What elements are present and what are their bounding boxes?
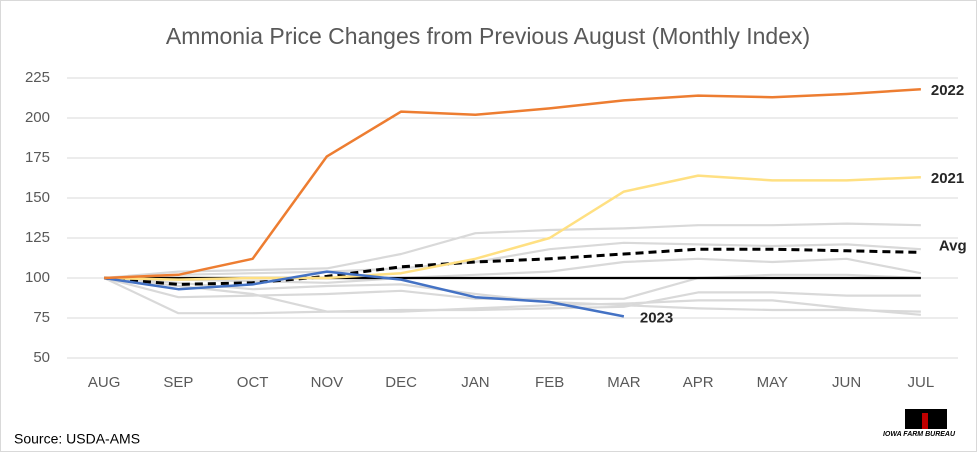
y-tick-label: 50 [33,349,50,366]
x-tick-label: APR [683,374,714,391]
series-line [104,174,921,281]
series-line [104,222,921,280]
x-tick-label: AUG [88,374,121,391]
series-line [103,247,921,286]
y-tick-label: 150 [25,189,50,206]
series-label: 2023 [640,309,673,326]
y-tick-label: 100 [25,269,50,286]
series-line [104,241,921,280]
x-tick-label: NOV [311,374,344,391]
series-line [103,277,921,315]
x-tick-label: JUL [908,374,935,391]
logo: IOWA FARM BUREAU PEOPLE. PROGRESS. PRIDE… [877,409,962,448]
series-line [104,276,921,316]
x-tick-label: SEP [163,374,193,391]
series-line [104,257,922,284]
y-tick-label: 125 [25,229,50,246]
x-tick-label: JUN [832,374,861,391]
x-tick-label: JAN [461,374,489,391]
chart-title: Ammonia Price Changes from Previous Augu… [166,23,810,49]
series-line [104,276,921,313]
logo-tagline: PEOPLE. PROGRESS. PRIDE. [877,442,962,448]
y-tick-label: 75 [33,309,50,326]
logo-mark-accent [922,413,928,429]
x-tick-label: MAY [757,374,788,391]
x-tick-label: MAR [607,374,641,391]
series-line [104,87,921,280]
series-line [103,270,625,318]
series-label: 2022 [931,82,964,99]
x-tick-label: DEC [385,374,417,391]
source: Source: USDA-AMS [14,431,140,447]
y-tick-label: 200 [25,109,50,126]
series-label: 2021 [931,170,964,187]
y-tick-label: 225 [25,69,50,86]
x-tick-label: OCT [237,374,269,391]
logo-text: IOWA FARM BUREAU [883,431,956,438]
y-tick-label: 175 [25,149,50,166]
x-tick-label: FEB [535,374,564,391]
series-label: Avg [939,237,967,254]
